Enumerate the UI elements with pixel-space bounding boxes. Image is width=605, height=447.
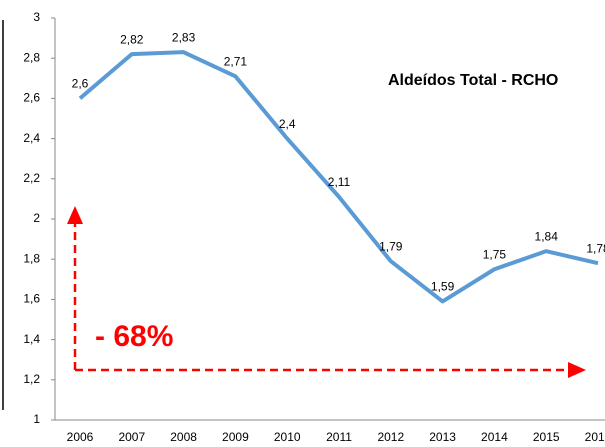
x-tick-label: 2014: [481, 430, 508, 444]
x-tick-label: 2009: [222, 430, 249, 444]
y-tick-label: 1,8: [23, 251, 40, 265]
data-label: 2,82: [120, 32, 144, 46]
x-tick-label: 2006: [67, 430, 94, 444]
y-tick-label: 1,4: [23, 332, 40, 346]
data-label: 1,59: [431, 280, 455, 294]
data-line: [78, 50, 599, 304]
data-label: 1,79: [379, 239, 403, 253]
arrows: [73, 222, 570, 372]
y-tick-label: 2,8: [23, 50, 40, 64]
data-label: 2,71: [224, 54, 248, 68]
data-label: 2,11: [328, 175, 351, 189]
arrow-head: [67, 206, 83, 224]
y-tick-label: 3: [33, 10, 40, 24]
x-tick-label: 2011: [326, 430, 352, 444]
arrow-head: [568, 362, 586, 378]
y-tick-label: 1: [33, 412, 40, 426]
data-label: 2,4: [279, 117, 296, 131]
y-tick-label: 2,6: [23, 91, 40, 105]
data-label: 1,84: [535, 229, 559, 243]
chart-title: Aldeídos Total - RCHO: [388, 72, 558, 89]
x-tick-label: 2015: [533, 430, 560, 444]
x-tick-label: 2008: [170, 430, 197, 444]
y-tick-label: 2,2: [23, 171, 40, 185]
y-tick-label: 2: [33, 211, 40, 225]
data-label: 2,6: [72, 77, 89, 91]
y-tick-label: 2,4: [23, 131, 40, 145]
x-tick-label: 2016: [585, 430, 605, 444]
x-tick-label: 2010: [274, 430, 301, 444]
data-label: 2,83: [172, 30, 196, 44]
y-tick-label: 1,6: [23, 292, 40, 306]
x-tick-label: 2007: [118, 430, 145, 444]
data-label: 1,75: [483, 247, 507, 261]
y-tick-label: 1,2: [23, 372, 40, 386]
annotation: - 68%: [95, 320, 173, 353]
x-tick-label: 2013: [429, 430, 456, 444]
x-tick-label: 2012: [377, 430, 404, 444]
data-label: 1,78: [586, 241, 605, 255]
